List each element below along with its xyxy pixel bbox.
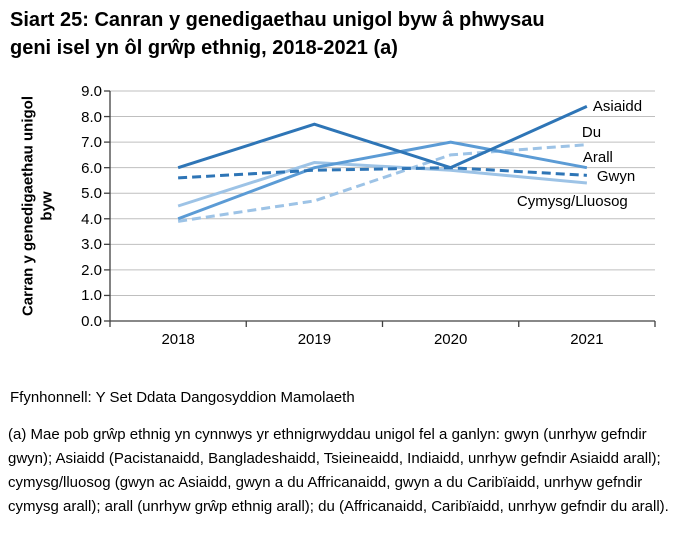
series-line-cymysg-lluosog <box>177 161 588 208</box>
x-tick-label: 2020 <box>433 331 468 348</box>
series-label-asiaidd: Asiaidd <box>592 98 643 116</box>
y-tick-label: 7.0 <box>81 134 102 152</box>
series-label-arall: Arall <box>582 148 613 166</box>
y-tick-label: 0.0 <box>81 313 102 330</box>
series-label-gwyn: Gwyn <box>596 168 636 186</box>
series-line-gwyn <box>178 166 587 180</box>
y-tick-label: 1.0 <box>81 287 102 305</box>
series-line-arall <box>177 140 588 221</box>
y-tick-label: 9.0 <box>81 83 102 100</box>
x-tick-label: 2019 <box>297 331 332 348</box>
series-label-du: Du <box>581 123 602 141</box>
y-tick-label: 5.0 <box>81 185 102 203</box>
y-tick-label: 6.0 <box>81 159 102 177</box>
x-tick-label: 2018 <box>161 331 195 348</box>
y-axis-title: Carran y genedigaethau unigol byw <box>19 95 56 317</box>
x-tick-label: 2021 <box>570 331 604 348</box>
source-text: Ffynhonnell: Y Set Ddata Dangosyddion Ma… <box>10 389 355 406</box>
series-label-cymysg-lluosog: Cymysg/Lluosog <box>516 193 628 210</box>
chart-title-line-2: geni isel yn ôl grŵp ethnig, 2018-2021 (… <box>10 37 398 59</box>
y-tick-label: 8.0 <box>81 108 102 126</box>
footnote-text: (a) Mae pob grŵp ethnig yn cynnwys yr et… <box>8 426 669 515</box>
y-tick-label: 4.0 <box>81 210 102 228</box>
y-tick-label: 3.0 <box>81 236 102 254</box>
chart-title: Siart 25: Canran y genedigaethau unigol … <box>10 6 675 62</box>
y-tick-label: 2.0 <box>81 261 102 279</box>
chart-title-line-1: Siart 25: Canran y genedigaethau unigol … <box>10 9 545 31</box>
series-line-asiaidd <box>177 104 588 170</box>
